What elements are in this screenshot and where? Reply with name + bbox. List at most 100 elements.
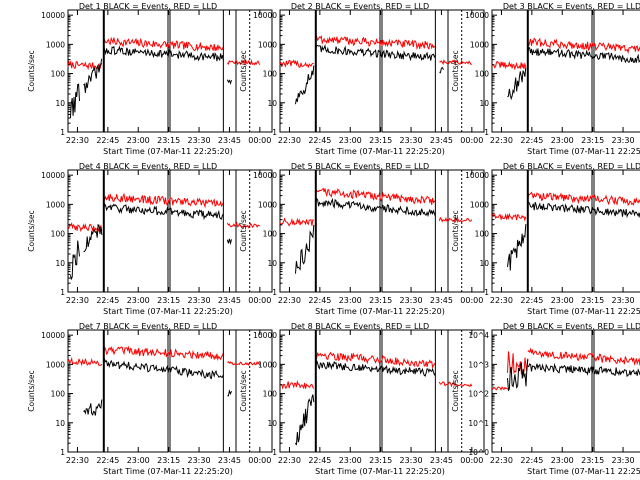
- x-tick-label: 23:30: [612, 456, 635, 465]
- plot-frame-main: [491, 9, 593, 133]
- y-axis-label: Counts/sec: [451, 370, 460, 411]
- y-tick-label: 1000: [46, 200, 65, 209]
- x-tick-label: 22:30: [66, 136, 89, 145]
- series-1-segment-1: [491, 212, 527, 222]
- series-2-segment-1: [69, 83, 80, 119]
- y-tick-label: 10000: [465, 171, 489, 180]
- x-tick-label: 23:00: [339, 296, 362, 305]
- y-tick-label: 100: [263, 230, 278, 239]
- plot-frame-side: [235, 329, 273, 453]
- chart-panel-1: 22:30 22:45 23:00 23:15 23:30 23:45 00:00 1 10 10…: [27, 2, 273, 156]
- series-2-segment-1: [295, 394, 315, 446]
- x-tick-label: 23:15: [581, 296, 604, 305]
- y-tick-label: 10: [267, 419, 277, 428]
- y-tick-label: 10^3: [468, 360, 489, 369]
- y-tick-label: 10: [479, 99, 489, 108]
- y-axis-label: Counts/sec: [451, 50, 460, 91]
- series-2-segment-1: [507, 224, 527, 271]
- chart-title: Det 2 BLACK = Events, RED = LLD: [291, 2, 429, 11]
- series-2-segment-2: [83, 224, 103, 253]
- x-tick-label: 23:00: [551, 456, 574, 465]
- y-tick-label: 10000: [41, 171, 65, 180]
- y-tick-label: 10: [267, 99, 277, 108]
- y-axis-label: Counts/sec: [27, 210, 36, 251]
- x-tick-label: 22:45: [308, 296, 331, 305]
- x-axis-label: Start Time (07-Mar-11 22:25:20): [315, 467, 445, 476]
- series-1-segment-1: [280, 379, 315, 390]
- y-axis-label: Counts/sec: [27, 50, 36, 91]
- x-axis-label: Start Time (07-Mar-11 22:25:20): [103, 307, 233, 316]
- x-tick-label: 23:45: [430, 456, 453, 465]
- series-1-segment-1: [491, 60, 527, 71]
- x-tick-label: 22:45: [308, 136, 331, 145]
- series-2-segment-1: [83, 399, 103, 416]
- plot-frame-side: [447, 329, 485, 453]
- y-tick-label: 1000: [46, 360, 65, 369]
- y-tick-label: 10000: [465, 11, 489, 20]
- y-tick-label: 1: [60, 448, 65, 457]
- chart-panel-8: 22:30 22:45 23:00 23:15 23:30 23:45 00:0011010…: [239, 322, 485, 476]
- x-tick-label: 22:30: [66, 456, 89, 465]
- series-1-segment-3: [227, 58, 261, 66]
- y-axis-label: Counts/sec: [451, 210, 460, 251]
- chart-title: Det 3 BLACK = Events, RED = LLD: [503, 2, 640, 11]
- series-2-segment-3: [439, 67, 444, 74]
- x-tick-label: 00:00: [460, 456, 483, 465]
- y-tick-label: 10000: [253, 331, 277, 340]
- x-tick-label: 22:30: [278, 136, 301, 145]
- x-tick-label: 22:30: [490, 456, 513, 465]
- y-tick-label: 1000: [258, 200, 277, 209]
- series-1-segment-2: [527, 191, 640, 207]
- x-tick-label: 00:00: [460, 136, 483, 145]
- y-axis-label: Counts/sec: [239, 210, 248, 251]
- y-axis-label: Counts/sec: [239, 50, 248, 91]
- chart-title: Det 4 BLACK = Events, RED = LLD: [79, 162, 217, 171]
- y-tick-label: 10000: [41, 331, 65, 340]
- chart-panel-9: 22:3022:4523:0023:1523:3023:4500:0010^01…: [451, 322, 640, 476]
- x-tick-label: 23:30: [612, 296, 635, 305]
- x-tick-label: 23:00: [127, 136, 150, 145]
- series-2-segment-2: [315, 360, 436, 377]
- y-tick-label: 10000: [41, 11, 65, 20]
- y-tick-label: 1: [272, 128, 277, 137]
- series-1-segment-3: [438, 381, 473, 388]
- series-2-segment-1: [507, 67, 527, 101]
- x-tick-label: 22:30: [490, 136, 513, 145]
- chart-title: Det 6 BLACK = Events, RED = LLD: [503, 162, 640, 171]
- x-axis-label: Start Time (07-Mar-11 22:25:20): [315, 147, 445, 156]
- x-tick-label: 22:30: [490, 296, 513, 305]
- x-tick-label: 23:45: [218, 136, 241, 145]
- y-tick-label: 10: [479, 259, 489, 268]
- y-tick-label: 10: [55, 99, 65, 108]
- plot-frame-main: [67, 329, 169, 453]
- x-tick-label: 23:15: [581, 456, 604, 465]
- chart-panel-5: 22:30 22:45 23:00 23:15 23:30 23:45 00:0011010…: [239, 162, 485, 316]
- series-1-segment-2: [103, 36, 224, 52]
- series-1-segment-1: [67, 222, 103, 233]
- plot-frame-side: [447, 169, 485, 293]
- x-tick-label: 23:30: [400, 296, 423, 305]
- series-1-segment-2: [527, 37, 640, 55]
- x-tick-label: 23:45: [218, 296, 241, 305]
- x-axis-label: Start Time (07-Mar-11 22:25:20): [527, 467, 640, 476]
- x-tick-label: 22:30: [278, 456, 301, 465]
- x-tick-label: 23:15: [369, 296, 392, 305]
- y-tick-label: 10: [55, 419, 65, 428]
- series-2-segment-2: [315, 44, 436, 62]
- series-2-segment-4: [226, 79, 232, 85]
- chart-title: Det 5 BLACK = Events, RED = LLD: [291, 162, 429, 171]
- y-tick-label: 10^1: [468, 419, 489, 428]
- series-2-segment-2: [103, 358, 224, 380]
- x-tick-label: 23:00: [127, 456, 150, 465]
- series-1-segment-3: [439, 59, 472, 67]
- x-tick-label: 00:00: [248, 296, 271, 305]
- y-tick-label: 10^2: [468, 390, 489, 399]
- series-1-segment-3: [527, 347, 640, 366]
- x-tick-label: 23:00: [551, 296, 574, 305]
- series-1-segment-2: [315, 187, 436, 205]
- y-tick-label: 100: [475, 70, 490, 79]
- chart-title: Det 1 BLACK = Events, RED = LLD: [79, 2, 217, 11]
- x-tick-label: 23:45: [430, 296, 453, 305]
